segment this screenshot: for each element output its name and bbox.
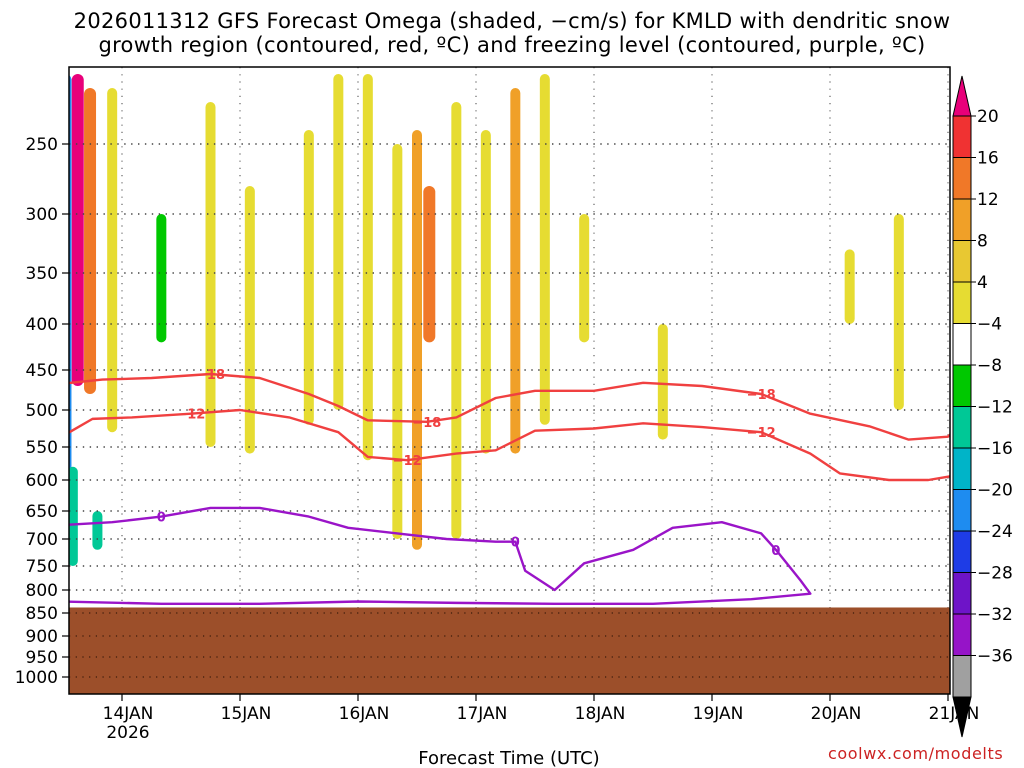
contour-label: 0 — [157, 511, 166, 526]
omega-shade-cell — [92, 511, 103, 550]
colorbar-label: −16 — [977, 439, 1013, 459]
omega-shade-cell — [844, 249, 855, 324]
colorbar-segment — [952, 240, 972, 283]
x-tick-label: 18JAN — [575, 704, 626, 724]
colorbar-segment — [952, 613, 972, 656]
x-tick-label: 19JAN — [693, 704, 744, 724]
omega-shade-cell — [58, 74, 68, 561]
y-tick-label: 400 — [26, 315, 58, 335]
omega-shade-cell — [107, 88, 118, 433]
colorbar-segment — [952, 323, 972, 366]
contour-label: −12 — [176, 408, 205, 423]
colorbar-label: −28 — [977, 564, 1013, 584]
y-tick-label: 250 — [26, 135, 58, 155]
y-tick-label: 700 — [26, 530, 58, 550]
colorbar-segment — [952, 115, 972, 158]
colorbar-segment — [952, 530, 972, 573]
colorbar-segment — [952, 489, 972, 532]
y-tick-label: 600 — [26, 471, 58, 491]
colorbar-segment — [952, 447, 972, 490]
y-tick-label: 650 — [26, 502, 58, 522]
colorbar-label: 8 — [977, 232, 988, 252]
colorbar-label: −4 — [977, 315, 1002, 335]
colorbar-segment — [952, 655, 972, 698]
y-tick-label: 450 — [26, 361, 58, 381]
contour-line — [69, 372, 950, 441]
omega-shade-cell — [893, 214, 904, 410]
colorbar-top-triangle — [952, 75, 972, 117]
omega-shade-cell — [156, 214, 167, 343]
y-tick-label: 1000 — [15, 668, 58, 688]
colorbar-label: −24 — [977, 522, 1013, 542]
contour-label: −12 — [393, 454, 422, 469]
omega-shade-cell — [392, 144, 403, 539]
colorbar-segment — [952, 406, 972, 449]
omega-shade-cell — [205, 102, 216, 447]
chart-title-line-1: 2026011312 GFS Forecast Omega (shaded, −… — [73, 9, 951, 33]
y-tick-label: 950 — [26, 648, 58, 668]
colorbar-label: −12 — [977, 398, 1013, 418]
omega-shade-cell — [333, 74, 344, 410]
y-tick-label: 350 — [26, 264, 58, 284]
omega-shade-cell — [244, 186, 255, 454]
y-tick-label: 800 — [26, 581, 58, 601]
y-tick-label: 900 — [26, 627, 58, 647]
omega-shade-cell — [579, 214, 590, 343]
contour-label: −12 — [747, 426, 776, 441]
plot-frame — [68, 66, 951, 695]
omega-shade-cell — [480, 130, 491, 454]
colorbar-label: −32 — [977, 605, 1013, 625]
contour-label: 0 — [511, 536, 520, 551]
colorbar-segment — [952, 281, 972, 324]
colorbar-segment — [952, 157, 972, 200]
colorbar-segment — [952, 572, 972, 615]
contour-line — [69, 506, 812, 605]
omega-shade-cell — [69, 466, 78, 566]
x-tick-label: 21JAN — [929, 704, 980, 724]
colorbar-label: −20 — [977, 481, 1013, 501]
y-tick-label: 500 — [26, 401, 58, 421]
x-axis-label: Forecast Time (UTC) — [418, 748, 599, 768]
omega-shade-cell — [451, 102, 462, 539]
omega-shade-cell — [423, 186, 436, 343]
colorbar-segment — [952, 364, 972, 407]
contour-label: −18 — [412, 416, 441, 431]
contour-label: −18 — [196, 368, 225, 383]
omega-shade-cell — [303, 130, 314, 425]
omega-shade-cell — [657, 324, 668, 440]
plot-area — [69, 67, 950, 694]
underground-area — [69, 607, 950, 694]
x-tick-label: 14JAN — [103, 704, 154, 724]
contour-line — [69, 408, 950, 482]
x-tick-label: 20JAN — [811, 704, 862, 724]
colorbar-label: 16 — [977, 149, 999, 169]
y-tick-label: 750 — [26, 557, 58, 577]
x-axis-year-label: 2026 — [106, 723, 149, 743]
y-tick-label: 550 — [26, 438, 58, 458]
credit-link[interactable]: coolwx.com/modelts — [828, 744, 1004, 763]
colorbar-label: 4 — [977, 273, 988, 293]
omega-shade-cell — [84, 88, 97, 394]
omega-shade-cell — [539, 74, 550, 425]
colorbar-label: 12 — [977, 190, 999, 210]
x-tick-label: 17JAN — [457, 704, 508, 724]
y-tick-label: 850 — [26, 604, 58, 624]
omega-shade-cell — [362, 74, 373, 461]
y-tick-label: 300 — [26, 205, 58, 225]
omega-shade-cell — [412, 130, 422, 550]
colorbar-label: −8 — [977, 356, 1002, 376]
colorbar-segment — [952, 198, 972, 241]
colorbar-label: 20 — [977, 107, 999, 127]
colorbar-label: −36 — [977, 647, 1013, 667]
chart-title-line-2: growth region (contoured, red, ºC) and f… — [98, 33, 926, 57]
x-tick-label: 16JAN — [339, 704, 390, 724]
contour-label: 0 — [771, 544, 780, 559]
omega-shade-cell — [510, 88, 521, 454]
contour-label: −18 — [747, 388, 776, 403]
x-tick-label: 15JAN — [221, 704, 272, 724]
omega-shade-cell — [71, 74, 84, 386]
colorbar-bottom-triangle — [952, 696, 972, 738]
